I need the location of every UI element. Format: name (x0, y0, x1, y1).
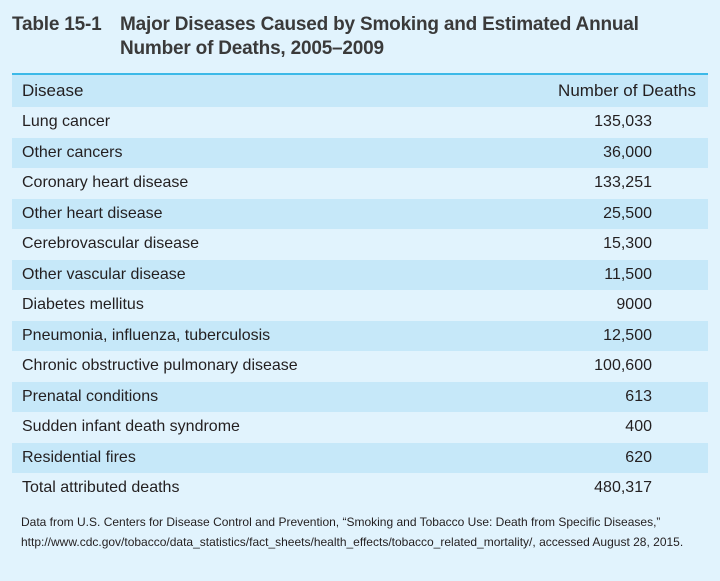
disease-cell: Other vascular disease (22, 265, 186, 283)
deaths-cell: 100,600 (594, 357, 652, 375)
disease-cell: Coronary heart disease (22, 174, 189, 192)
table-row: Cerebrovascular disease 15,300 (12, 229, 708, 260)
table-row: Other vascular disease 11,500 (12, 259, 708, 290)
disease-cell: Prenatal conditions (22, 387, 159, 405)
table-row: Other cancers 36,000 (12, 137, 708, 168)
deaths-cell: 15,300 (603, 235, 652, 253)
table-row: Diabetes mellitus 9000 (12, 290, 708, 321)
disease-cell: Chronic obstructive pulmonary disease (22, 357, 298, 375)
table-row: Sudden infant death syndrome 400 (12, 412, 708, 443)
table-total-row: Total attributed deaths 480,317 (12, 473, 708, 504)
deaths-table: Disease Number of Deaths Lung cancer 135,… (12, 73, 708, 504)
disease-cell: Diabetes mellitus (22, 296, 144, 314)
table-title: Table 15-1 Major Diseases Caused by Smok… (12, 13, 680, 61)
table-row: Coronary heart disease 133,251 (12, 168, 708, 199)
table-row: Prenatal conditions 613 (12, 381, 708, 412)
table-header-row: Disease Number of Deaths (12, 75, 708, 107)
disease-cell: Pneumonia, influenza, tuberculosis (22, 326, 271, 344)
table-row: Pneumonia, influenza, tuberculosis 12,500 (12, 320, 708, 351)
disease-cell: Residential fires (22, 448, 136, 466)
disease-cell: Total attributed deaths (22, 479, 180, 497)
table-caption: Major Diseases Caused by Smoking and Est… (120, 14, 639, 59)
column-header-disease: Disease (22, 81, 84, 100)
deaths-cell: 25,500 (603, 204, 652, 222)
table-number: Table 15-1 (12, 14, 102, 35)
deaths-cell: 135,033 (594, 113, 652, 131)
disease-cell: Lung cancer (22, 113, 111, 131)
table-row: Lung cancer 135,033 (12, 107, 708, 138)
disease-cell: Other heart disease (22, 204, 163, 222)
deaths-cell: 9000 (616, 296, 652, 314)
deaths-cell: 620 (625, 448, 652, 466)
deaths-cell: 12,500 (603, 326, 652, 344)
deaths-cell: 36,000 (603, 143, 652, 161)
table-row: Residential fires 620 (12, 442, 708, 473)
deaths-cell: 400 (625, 418, 652, 436)
disease-cell: Other cancers (22, 143, 123, 161)
deaths-cell: 11,500 (604, 265, 652, 283)
disease-cell: Sudden infant death syndrome (22, 418, 240, 436)
table-row: Chronic obstructive pulmonary disease 100… (12, 351, 708, 382)
table-row: Other heart disease 25,500 (12, 198, 708, 229)
deaths-cell: 480,317 (594, 479, 652, 497)
source-note: Data from U.S. Centers for Disease Contr… (21, 515, 684, 549)
disease-cell: Cerebrovascular disease (22, 235, 199, 253)
deaths-cell: 133,251 (594, 174, 652, 192)
deaths-cell: 613 (625, 387, 652, 405)
column-header-deaths: Number of Deaths (558, 81, 696, 100)
